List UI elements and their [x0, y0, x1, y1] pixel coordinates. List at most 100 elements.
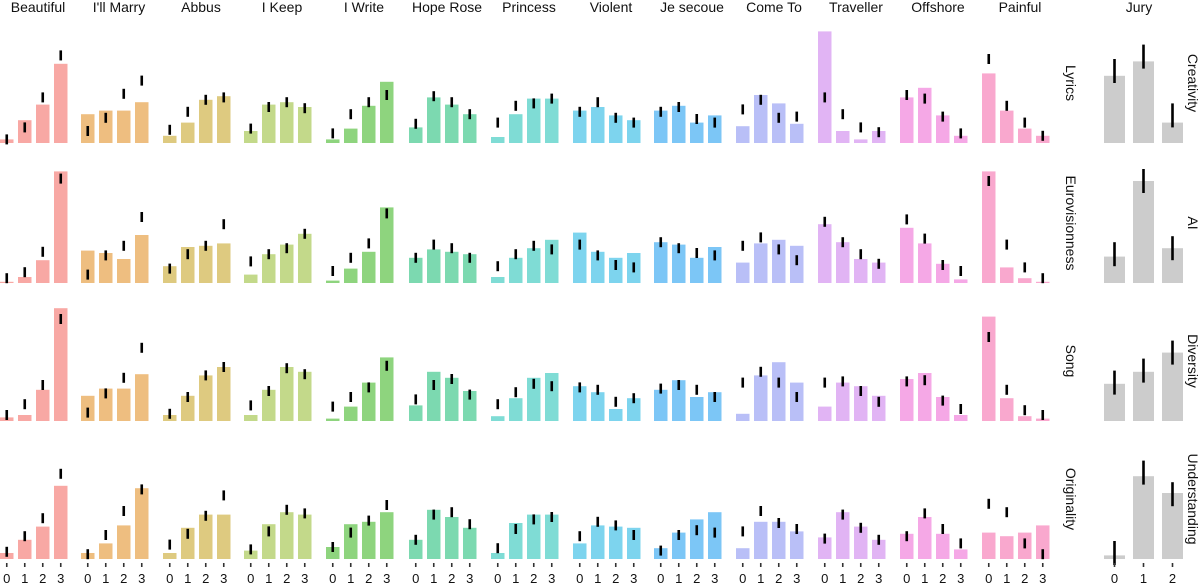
- bar-abbus-eurovisionness-1: [181, 247, 195, 283]
- bar-violent-song-0: [573, 386, 587, 421]
- bar-traveller-song-2: [854, 386, 868, 421]
- bar-hope-rose-originality-3: [463, 527, 477, 559]
- x-tick-label-hope-rose-3: 3: [466, 571, 473, 586]
- bar-violent-song-2: [609, 409, 623, 421]
- bar-offshore-lyrics-2: [936, 115, 950, 143]
- bar-i-write-lyrics-2: [362, 105, 376, 143]
- bar-abbus-eurovisionness-0: [163, 266, 177, 283]
- x-tick-label-painful-0: 0: [985, 571, 992, 586]
- x-tick-label-abbus-3: 3: [220, 571, 227, 586]
- bar-hope-rose-song-1: [427, 371, 441, 421]
- bar-painful-eurovisionness-1: [1000, 267, 1014, 283]
- bar-princess-song-1: [509, 398, 523, 421]
- bar-i-keep-song-3: [298, 371, 312, 421]
- jury-x-tick-label-0: 0: [1111, 571, 1118, 586]
- bar-princess-lyrics-2: [527, 98, 541, 143]
- bar-i-keep-originality-1: [262, 524, 276, 559]
- bar-je-secoue-eurovisionness-0: [654, 242, 668, 283]
- bar-beautiful-song-3: [54, 308, 68, 421]
- x-tick-label-come-to-0: 0: [739, 571, 746, 586]
- bar-princess-eurovisionness-0: [491, 277, 505, 283]
- jury-x-tick-label-2: 2: [1169, 571, 1176, 586]
- column-title-i-ll-marry: I'll Marry: [93, 0, 145, 15]
- bar-hope-rose-song-2: [445, 377, 459, 421]
- bar-come-to-originality-1: [754, 521, 768, 559]
- x-tick-label-beautiful-3: 3: [57, 571, 64, 586]
- bar-violent-lyrics-3: [627, 120, 641, 143]
- x-tick-label-i-keep-3: 3: [301, 571, 308, 586]
- x-tick-label-offshore-2: 2: [939, 571, 946, 586]
- bar-abbus-lyrics-1: [181, 122, 195, 143]
- row-label-eurovisionness: Eurovisionness: [1063, 176, 1079, 271]
- x-tick-label-offshore-0: 0: [903, 571, 910, 586]
- x-tick-label-painful-3: 3: [1039, 571, 1046, 586]
- x-tick-label-abbus-2: 2: [202, 571, 209, 586]
- bar-i-write-song-2: [362, 382, 376, 421]
- column-title-beautiful: Beautiful: [11, 0, 65, 15]
- bar-offshore-song-3: [954, 415, 968, 421]
- bar-traveller-lyrics-0: [818, 31, 832, 143]
- jury-bar-creativity-0: [1104, 75, 1125, 143]
- x-tick-label-i-ll-marry-0: 0: [84, 571, 91, 586]
- bar-hope-rose-song-3: [463, 391, 477, 421]
- bar-traveller-originality-0: [818, 537, 832, 559]
- bar-i-keep-originality-3: [298, 514, 312, 559]
- bar-hope-rose-lyrics-2: [445, 104, 459, 143]
- bar-beautiful-eurovisionness-3: [54, 171, 68, 283]
- jury-title: Jury: [1126, 0, 1152, 15]
- bar-princess-song-3: [545, 373, 559, 421]
- bar-beautiful-eurovisionness-1: [18, 277, 32, 283]
- column-title-painful: Painful: [999, 0, 1042, 15]
- bar-come-to-originality-3: [790, 531, 804, 559]
- bar-painful-song-0: [982, 316, 996, 421]
- bar-i-keep-eurovisionness-2: [280, 244, 294, 283]
- x-tick-label-come-to-2: 2: [775, 571, 782, 586]
- x-tick-label-violent-1: 1: [594, 571, 601, 586]
- bar-princess-originality-3: [545, 514, 559, 559]
- bar-traveller-eurovisionness-1: [836, 242, 850, 283]
- bar-painful-lyrics-0: [982, 73, 996, 143]
- bar-hope-rose-eurovisionness-1: [427, 249, 441, 283]
- bar-i-ll-marry-originality-3: [135, 488, 149, 559]
- bar-violent-originality-3: [627, 527, 641, 559]
- x-tick-label-hope-rose-0: 0: [412, 571, 419, 586]
- bar-traveller-song-0: [818, 406, 832, 421]
- x-tick-label-traveller-3: 3: [875, 571, 882, 586]
- bar-abbus-lyrics-0: [163, 135, 177, 143]
- x-tick-label-je-secoue-0: 0: [657, 571, 664, 586]
- bar-painful-originality-3: [1036, 525, 1050, 559]
- x-tick-label-i-write-2: 2: [365, 571, 372, 586]
- bar-offshore-eurovisionness-1: [918, 243, 932, 283]
- bar-traveller-originality-3: [872, 539, 886, 559]
- bar-hope-rose-eurovisionness-0: [409, 257, 423, 283]
- bar-violent-eurovisionness-1: [591, 251, 605, 283]
- column-title-i-write: I Write: [344, 0, 384, 15]
- jury-row-label-diversity: Diversity: [1185, 334, 1200, 388]
- bar-painful-eurovisionness-2: [1018, 278, 1032, 283]
- bar-hope-rose-originality-2: [445, 517, 459, 559]
- bar-traveller-eurovisionness-0: [818, 224, 832, 283]
- bar-i-keep-eurovisionness-3: [298, 233, 312, 283]
- bar-abbus-originality-3: [217, 514, 231, 559]
- bar-abbus-song-2: [199, 375, 213, 421]
- bar-beautiful-song-2: [36, 389, 50, 421]
- bar-offshore-lyrics-1: [918, 87, 932, 143]
- bar-princess-lyrics-1: [509, 114, 523, 143]
- bar-painful-originality-0: [982, 532, 996, 559]
- column-title-come-to: Come To: [746, 0, 802, 15]
- bar-je-secoue-lyrics-2: [690, 122, 704, 143]
- x-tick-label-i-keep-1: 1: [265, 571, 272, 586]
- jury-x-tick-label-1: 1: [1140, 571, 1147, 586]
- bar-i-write-eurovisionness-0: [326, 280, 340, 283]
- bar-i-write-originality-1: [344, 524, 358, 559]
- x-tick-label-violent-3: 3: [630, 571, 637, 586]
- bar-je-secoue-originality-2: [690, 519, 704, 559]
- bar-i-ll-marry-eurovisionness-0: [81, 250, 95, 283]
- bar-i-keep-eurovisionness-1: [262, 254, 276, 283]
- bar-i-keep-lyrics-0: [244, 131, 258, 143]
- row-label-song: Song: [1063, 345, 1079, 378]
- x-tick-label-princess-3: 3: [548, 571, 555, 586]
- bar-i-keep-song-0: [244, 415, 258, 421]
- bar-i-ll-marry-song-3: [135, 374, 149, 421]
- bar-princess-lyrics-3: [545, 98, 559, 143]
